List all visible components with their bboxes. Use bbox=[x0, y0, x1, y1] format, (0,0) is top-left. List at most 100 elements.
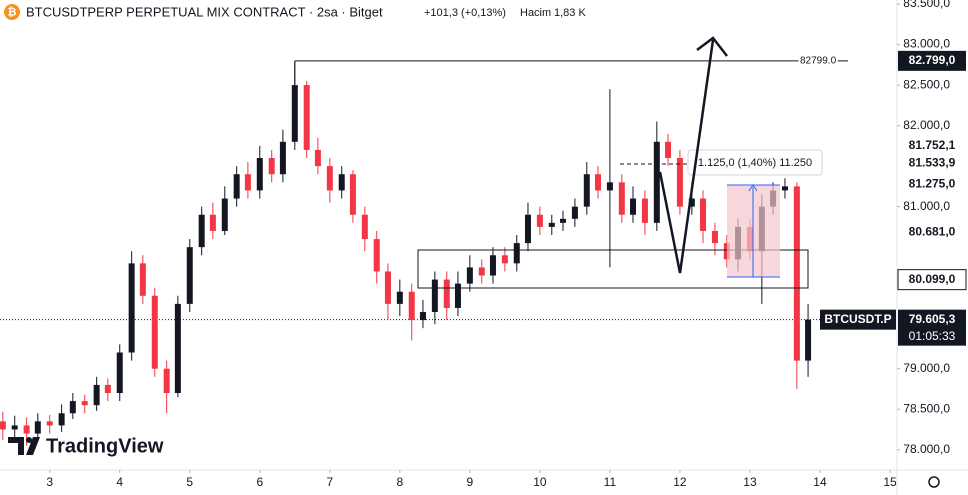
price-label: 80.099,0 bbox=[909, 272, 956, 286]
candle-body bbox=[279, 141, 286, 175]
candle-body bbox=[244, 174, 251, 191]
candle-body bbox=[384, 271, 391, 304]
range-box bbox=[417, 249, 809, 289]
watermark: TradingView bbox=[46, 435, 164, 457]
candle-body bbox=[151, 295, 158, 369]
candle-body bbox=[618, 182, 625, 215]
x-tick-label: 15 bbox=[883, 475, 897, 489]
candle-body bbox=[793, 186, 800, 361]
candle-body bbox=[478, 267, 485, 276]
measure-label: 1.125,0 (1,40%) 11.250 bbox=[698, 157, 812, 169]
price-label-box bbox=[898, 153, 966, 174]
candle-body bbox=[58, 413, 65, 426]
candle-body bbox=[513, 243, 520, 264]
countdown: 01:05:33 bbox=[909, 329, 956, 343]
candle-body bbox=[81, 401, 88, 406]
candle-body bbox=[209, 214, 216, 231]
x-tick-label: 8 bbox=[396, 475, 403, 489]
projection-arrow bbox=[696, 36, 728, 57]
candle-body bbox=[23, 425, 30, 434]
candle-body bbox=[34, 421, 41, 434]
candle-body bbox=[630, 198, 637, 215]
candle-body bbox=[93, 384, 100, 406]
candle-body bbox=[373, 239, 380, 272]
candle-body bbox=[408, 291, 415, 321]
x-tick-label: 4 bbox=[116, 475, 123, 489]
candle-body bbox=[606, 182, 613, 191]
x-tick-label: 12 bbox=[673, 475, 687, 489]
x-tick-label: 5 bbox=[186, 475, 193, 489]
candle-body bbox=[268, 158, 275, 175]
chart-title: BTCUSDTPERP PERPETUAL MIX CONTRACT · 2sa… bbox=[26, 4, 383, 19]
symbol-tag-box bbox=[820, 309, 896, 330]
x-tick-label: 10 bbox=[533, 475, 547, 489]
candle-body bbox=[688, 198, 695, 207]
candle-body bbox=[291, 85, 298, 142]
candle-body bbox=[676, 158, 683, 207]
candle-body bbox=[501, 255, 508, 264]
candle-body bbox=[419, 311, 426, 321]
candle-body bbox=[548, 222, 555, 227]
candle-body bbox=[536, 214, 543, 227]
candle-body bbox=[104, 384, 111, 394]
volume-label: Hacim bbox=[520, 7, 551, 19]
candle-body bbox=[198, 214, 205, 248]
settings-icon[interactable] bbox=[928, 476, 940, 488]
level-label: 82799.0 bbox=[800, 55, 837, 66]
candle-body bbox=[163, 368, 170, 394]
candle-body bbox=[233, 174, 240, 199]
candle-body bbox=[314, 149, 321, 167]
candle-body bbox=[186, 247, 193, 304]
candle-body bbox=[489, 255, 496, 276]
y-tick-label: 83.500,0 bbox=[903, 0, 950, 10]
symbol-tag: BTCUSDT.P bbox=[824, 312, 891, 326]
candle-body bbox=[571, 206, 578, 219]
measure-arrow-head bbox=[748, 184, 758, 192]
candle-body bbox=[583, 174, 590, 207]
coin-icon bbox=[4, 4, 20, 20]
y-tick-label: 78.000,0 bbox=[903, 442, 950, 456]
candle-body bbox=[431, 279, 438, 312]
x-tick-label: 9 bbox=[467, 475, 474, 489]
candle-body bbox=[256, 158, 263, 191]
candle-body bbox=[781, 186, 788, 191]
candle-body bbox=[116, 352, 123, 394]
price-label: 80.681,0 bbox=[909, 225, 956, 239]
price-label-box bbox=[897, 269, 967, 291]
y-tick-label: 79.000,0 bbox=[903, 361, 950, 375]
projection-line bbox=[658, 39, 715, 274]
candle-body bbox=[595, 174, 601, 191]
candle-body bbox=[711, 230, 718, 244]
candle-body bbox=[326, 166, 333, 191]
x-tick-label: 14 bbox=[813, 475, 827, 489]
y-tick-label: 83.000,0 bbox=[903, 37, 950, 51]
price-label-box bbox=[898, 50, 966, 71]
x-tick-label: 11 bbox=[604, 475, 617, 489]
y-tick-label: 82.000,0 bbox=[903, 118, 950, 132]
candle-body bbox=[805, 319, 812, 361]
price-label-box bbox=[898, 135, 966, 156]
measure-tooltip bbox=[687, 149, 823, 176]
candle-body bbox=[349, 174, 356, 215]
candle-body bbox=[0, 421, 6, 430]
price-label-box bbox=[898, 174, 966, 195]
y-tick-label: 82.500,0 bbox=[903, 77, 950, 91]
y-tick-label: 81.000,0 bbox=[903, 199, 950, 213]
price-label: 79.605,3 bbox=[909, 312, 956, 326]
candle-body bbox=[524, 214, 531, 244]
y-tick-label: 78.500,0 bbox=[903, 401, 950, 415]
candle-body bbox=[69, 401, 76, 414]
plot-area: 82799.0 bbox=[0, 53, 897, 446]
coin-glyph: ₿ bbox=[8, 6, 17, 18]
price-label-box bbox=[898, 309, 966, 346]
candle-body bbox=[361, 214, 368, 240]
price-label-box bbox=[898, 222, 966, 243]
logo-dot bbox=[26, 437, 32, 443]
volume: 1,83 K bbox=[554, 7, 586, 19]
candle-body bbox=[128, 263, 135, 353]
price-label: 82.799,0 bbox=[909, 53, 956, 67]
change: +101,3 (+0,13%) bbox=[424, 7, 506, 19]
candle-body bbox=[723, 243, 730, 260]
